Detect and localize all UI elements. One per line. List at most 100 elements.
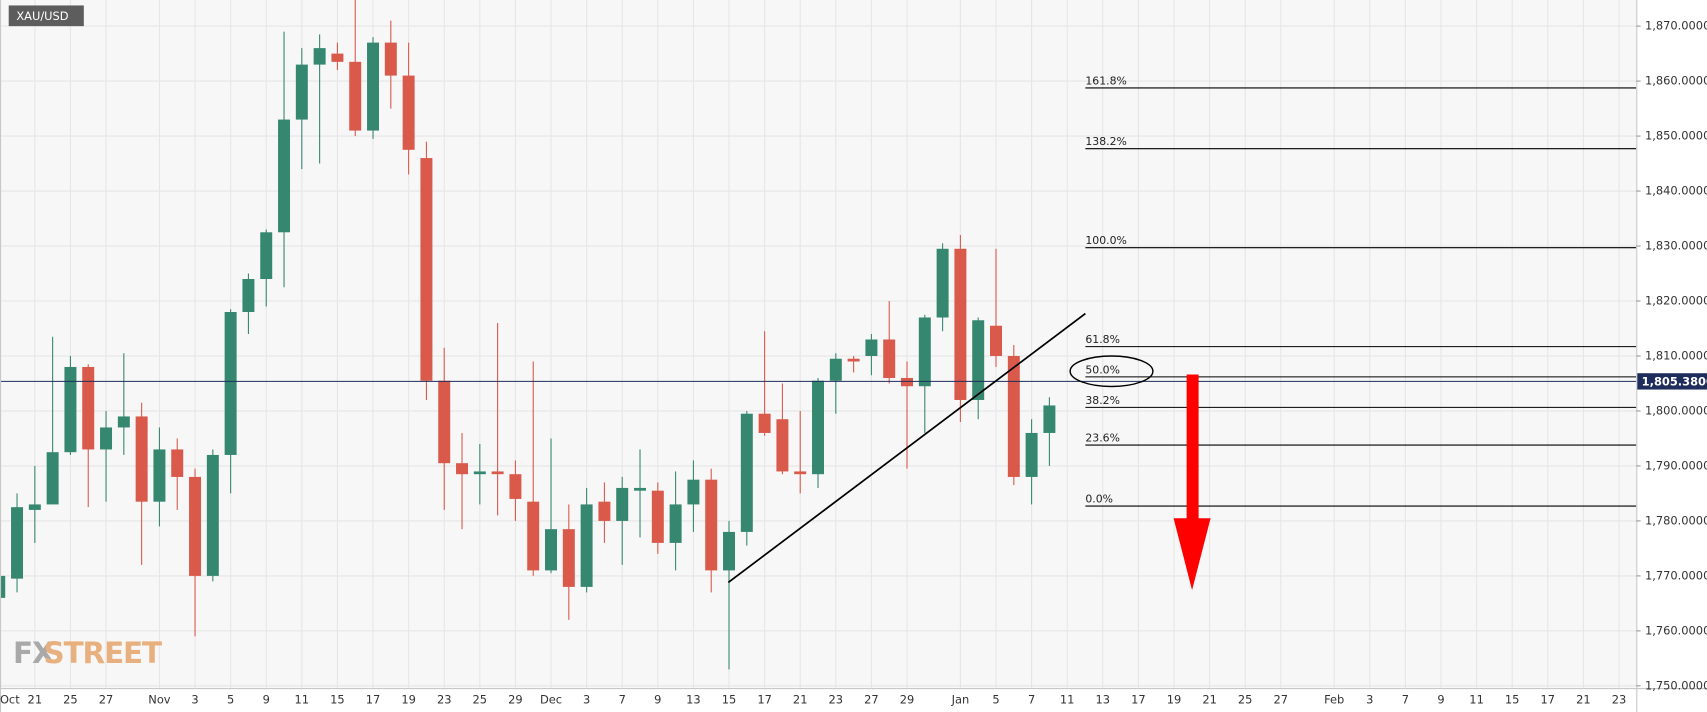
- y-tick-label: 1,850.0000: [1645, 129, 1707, 143]
- x-tick-label: 9: [263, 693, 270, 707]
- x-tick-label: 21: [1202, 693, 1217, 707]
- candle-body: [812, 380, 824, 475]
- last-price-label: 1,805.3800: [1642, 374, 1707, 388]
- x-tick-label: Oct: [0, 693, 20, 707]
- x-tick-label: 27: [1274, 693, 1289, 707]
- candle-body: [509, 474, 522, 499]
- candle-body: [349, 61, 362, 131]
- x-tick-label: 13: [1096, 693, 1111, 707]
- x-tick-label: 17: [1131, 693, 1146, 707]
- candle-body: [331, 53, 344, 62]
- arrow-shaft: [1186, 374, 1199, 521]
- candle-body: [972, 320, 985, 400]
- candle-body: [651, 490, 664, 543]
- candle-body: [829, 358, 842, 381]
- x-tick-label: 3: [1366, 693, 1373, 707]
- x-tick-label: Nov: [148, 693, 171, 707]
- candle-body: [28, 504, 41, 510]
- x-tick-label: Jan: [951, 693, 970, 707]
- candle-body: [171, 449, 184, 477]
- y-tick-label: 1,870.0000: [1645, 19, 1707, 33]
- x-tick-label: 25: [1238, 693, 1253, 707]
- candle-body: [438, 380, 451, 464]
- candle-body: [224, 311, 237, 455]
- y-tick-label: 1,750.0000: [1645, 678, 1707, 692]
- symbol-badge: [8, 5, 84, 27]
- x-tick-label: 15: [1505, 693, 1520, 707]
- x-tick-label: 7: [1402, 693, 1409, 707]
- x-tick-label: 5: [992, 693, 999, 707]
- x-tick-label: 15: [330, 693, 345, 707]
- candle-body: [242, 279, 255, 312]
- candle-body: [46, 452, 59, 505]
- y-tick-label: 1,810.0000: [1645, 348, 1707, 362]
- candle-body: [1025, 432, 1038, 477]
- candle-body: [758, 413, 771, 433]
- x-tick-label: 19: [1167, 693, 1182, 707]
- y-tick-label: 1,760.0000: [1645, 623, 1707, 637]
- grid: [0, 0, 1637, 689]
- x-tick-label: 25: [473, 693, 488, 707]
- watermark-street: STREET: [44, 636, 163, 670]
- last-price-badge: [1637, 373, 1707, 390]
- y-tick-label: 1,790.0000: [1645, 458, 1707, 472]
- candle-body: [11, 507, 24, 579]
- candle-body: [580, 504, 593, 587]
- candle-body: [206, 454, 219, 576]
- y-tick-label: 1,840.0000: [1645, 184, 1707, 198]
- x-tick-label: Feb: [1324, 693, 1344, 707]
- fib-level-label: 23.6%: [1085, 432, 1120, 445]
- candle-body: [527, 501, 540, 571]
- x-tick-label: 23: [1612, 693, 1627, 707]
- candle-body: [562, 529, 575, 587]
- candle-body: [705, 479, 718, 571]
- candles: 161.8% 138.2% 100.0% 61.8% 50.0% 38.2% 23.6% 0.…: [0, 0, 1637, 670]
- candle-body: [473, 471, 486, 475]
- symbol-label: XAU/USD: [16, 9, 68, 23]
- x-tick-label: 9: [1437, 693, 1444, 707]
- candle-body: [865, 339, 878, 356]
- candle-body: [100, 427, 113, 450]
- x-tick-label: 25: [63, 693, 78, 707]
- candle-body: [936, 248, 949, 318]
- candle-body: [990, 325, 1002, 356]
- candle-body: [117, 416, 130, 428]
- y-tick-label: 1,770.0000: [1645, 568, 1707, 582]
- x-tick-label: 29: [900, 693, 915, 707]
- x-tick-label: 23: [437, 693, 452, 707]
- candle-body: [491, 471, 504, 475]
- x-tick-label: 3: [583, 693, 590, 707]
- candle-body: [847, 358, 860, 362]
- plot-background: [0, 0, 1636, 688]
- x-tick-label: 7: [1028, 693, 1035, 707]
- y-tick-label: 1,860.0000: [1645, 74, 1707, 88]
- candle-body: [794, 471, 807, 475]
- x-tick-label: 27: [864, 693, 879, 707]
- candle-body: [278, 119, 291, 233]
- candle-body: [260, 232, 273, 280]
- x-tick-label: 17: [1541, 693, 1556, 707]
- fib-level-label: 161.8%: [1085, 74, 1126, 87]
- x-tick-label: 11: [295, 693, 310, 707]
- axes: 1,750.0000 1,760.0000 1,770.0000 1,780.0000…: [0, 19, 1707, 707]
- candle-body: [82, 366, 95, 450]
- candle-body: [313, 48, 326, 65]
- candle-body: [545, 529, 558, 571]
- fib-level-label: 0.0%: [1085, 493, 1113, 506]
- fib-level-label: 50.0%: [1085, 363, 1120, 376]
- candle-body: [456, 463, 469, 475]
- x-tick-label: 17: [757, 693, 772, 707]
- x-tick-label: 13: [686, 693, 701, 707]
- x-tick-label: 27: [99, 693, 114, 707]
- candle-body: [402, 75, 415, 150]
- fib-level-label: 38.2%: [1085, 394, 1120, 407]
- candle-body: [883, 339, 896, 378]
- candle-body: [776, 419, 789, 472]
- candle-body: [740, 413, 753, 532]
- candle-body: [64, 366, 77, 453]
- x-tick-label: 21: [28, 693, 43, 707]
- candle-body: [598, 501, 611, 521]
- candle-body: [1043, 405, 1056, 433]
- fib-level-label: 138.2%: [1085, 135, 1126, 148]
- candle-body: [295, 64, 308, 120]
